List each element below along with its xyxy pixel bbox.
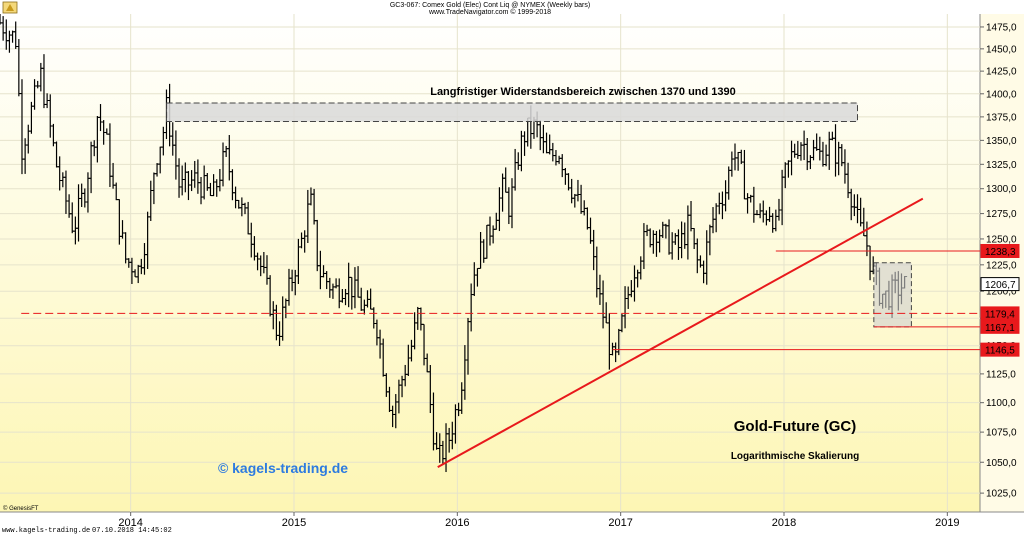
y-tick-label: 1400,0 — [986, 89, 1017, 100]
chart-header-copyright: www.TradeNavigator.com © 1999-2018 — [428, 8, 551, 16]
resistance-annotation: Langfristiger Widerstandsbereich zwische… — [430, 86, 736, 98]
svg-text:1179,4: 1179,4 — [985, 309, 1015, 320]
consolidation-box — [873, 262, 912, 328]
price-axis-panel — [980, 14, 1024, 512]
y-tick-label: 1250,0 — [986, 234, 1017, 245]
svg-text:1167,1: 1167,1 — [985, 323, 1015, 334]
y-tick-label: 1475,0 — [986, 22, 1017, 33]
resistance-zone — [166, 102, 859, 123]
watermark-link[interactable]: © kagels-trading.de — [218, 460, 348, 476]
footer-timestamp: 07.10.2018 14:45:02 — [92, 527, 172, 535]
price-tags: 1238,3 1206,7 1179,4 1167,1 1146,5 — [980, 243, 1020, 357]
ohlc-bars — [0, 14, 908, 473]
y-tick-label: 1350,0 — [986, 136, 1017, 147]
chart-header-title: GC3-067: Comex Gold (Elec) Cont Liq @ NY… — [390, 2, 590, 9]
y-tick-label: 1375,0 — [986, 112, 1017, 123]
y-tick-label: 1125,0 — [986, 369, 1016, 380]
y-tick-label: 1450,0 — [986, 44, 1017, 55]
x-tick-label: 2016 — [445, 517, 469, 529]
genesis-credit: © GenesisFT — [3, 505, 39, 512]
level-price-tag: 1146,5 — [980, 342, 1020, 357]
footer-source: www.kagels-trading.de — [2, 527, 90, 535]
chart-title: Gold-Future (GC) — [734, 418, 856, 435]
x-tick-label: 2019 — [935, 517, 959, 529]
y-tick-label: 1425,0 — [986, 67, 1017, 78]
y-tick-label: 1025,0 — [986, 489, 1017, 500]
svg-text:1238,3: 1238,3 — [985, 247, 1016, 258]
y-tick-label: 1325,0 — [986, 160, 1017, 171]
chart-overlays — [21, 102, 980, 469]
level-price-tag: 1179,4 — [980, 306, 1020, 321]
level-price-tag: 1167,1 — [980, 319, 1020, 334]
svg-text:1206,7: 1206,7 — [985, 280, 1016, 291]
level-price-tag: 1238,3 — [980, 243, 1020, 258]
y-tick-label: 1075,0 — [986, 428, 1017, 439]
y-tick-label: 1100,0 — [986, 398, 1016, 409]
navigator-logo-icon — [2, 1, 18, 14]
x-tick-label: 2015 — [282, 517, 306, 529]
chart-subtitle: Logarithmische Skalierung — [731, 451, 859, 462]
uptrend-line — [437, 197, 924, 469]
current-price-tag: 1206,7 — [980, 277, 1020, 292]
y-tick-label: 1200,0 — [986, 287, 1017, 298]
x-axis-ticks: 2014 2015 2016 2017 2018 2019 — [118, 512, 960, 529]
x-tick-label: 2017 — [608, 517, 632, 529]
grid-lines — [0, 14, 980, 512]
x-tick-label: 2018 — [772, 517, 796, 529]
y-tick-label: 1300,0 — [986, 184, 1017, 195]
y-tick-label: 1275,0 — [986, 209, 1017, 220]
x-tick-label: 2014 — [118, 517, 142, 529]
y-tick-label: 1050,0 — [986, 458, 1017, 469]
svg-text:1146,5: 1146,5 — [985, 346, 1015, 357]
plot-background — [0, 14, 980, 512]
y-axis-ticks: 1025,01050,01075,01100,01125,01150,01175… — [980, 22, 1017, 500]
y-tick-label: 1225,0 — [986, 260, 1017, 271]
